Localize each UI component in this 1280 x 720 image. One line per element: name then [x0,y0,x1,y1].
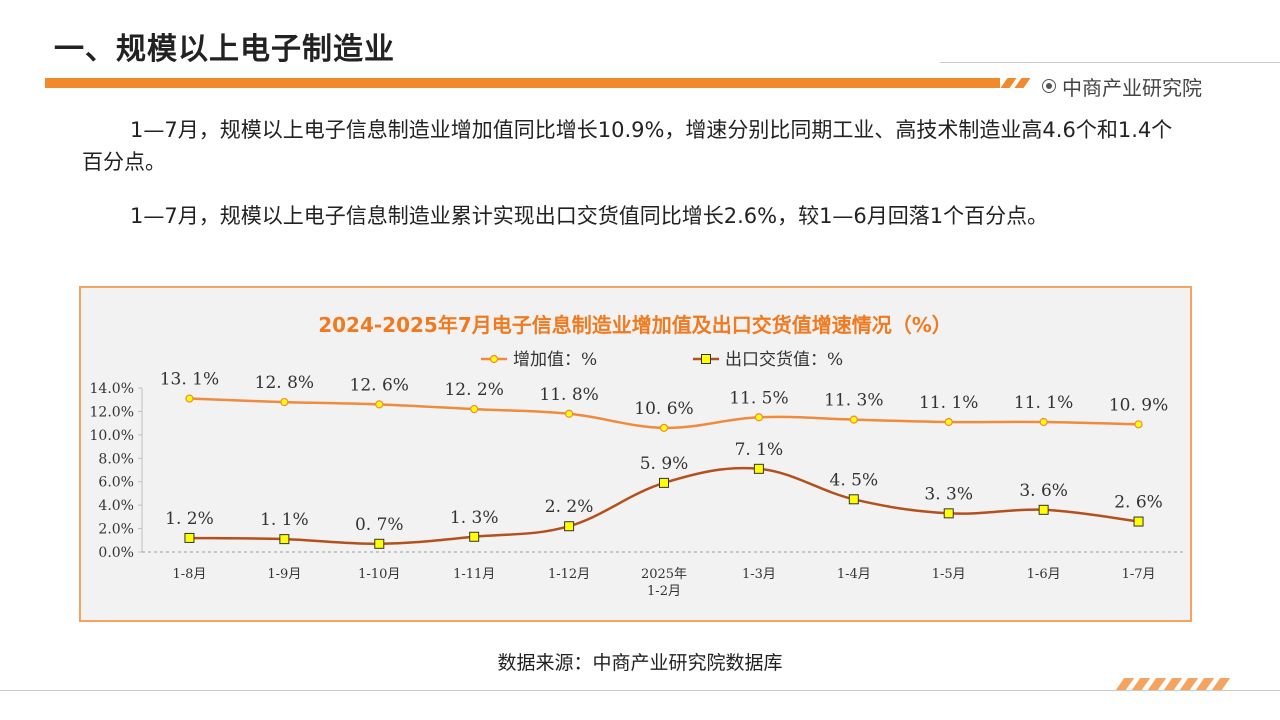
data-point [185,394,194,403]
x-tick-label: 1-8月 [172,567,206,582]
legend-marker [701,354,711,364]
legend-item-2: 出口交货值：% [693,350,843,370]
data-point [1039,417,1048,427]
series-1: 13. 1% 12. 8% 12. 6% 12. 2% 11. 8% 10. 6% 11. … [160,370,1168,432]
data-label: 12. 8% [255,373,314,393]
data-label: 2. 2% [545,497,594,517]
chart-title: 2024-2025年7月电子信息制造业增加值及出口交货值增速情况（%） [318,313,952,337]
y-tick-label: 12.0% [90,404,134,420]
x-tick-label: 1-12月 [548,567,590,582]
data-label: 13. 1% [160,370,219,390]
data-point [659,477,669,488]
y-tick-label: 14.0% [90,381,134,397]
data-label: 10. 9% [1109,395,1168,415]
data-point [564,521,575,532]
data-point [753,463,764,474]
y-tick-label: 0.0% [98,545,134,561]
y-axis: 0.0% 2.0% 4.0% 6.0% 8.0% 10.0% 12.0% 14.0% [90,381,143,561]
line-chart: 2024-2025年7月电子信息制造业增加值及出口交货值增速情况（%） 增加值：… [90,313,1186,599]
x-tick-label: 1-5月 [932,567,966,582]
chart-panel: 2024-2025年7月电子信息制造业增加值及出口交货值增速情况（%） 增加值：… [79,286,1192,622]
x-tick-label: 1-4月 [837,567,871,582]
y-tick-label: 4.0% [98,498,134,514]
data-label: 1. 1% [260,510,309,530]
x-axis: 1-8月 1-9月 1-10月 1-11月 1-12月 2025年 1-2月 1-3月 1-4月… [142,551,1186,599]
paragraph-2: 1—7月，规模以上电子信息制造业累计实现出口交货值同比增长2.6%，较1—6月回… [130,204,1049,228]
data-label: 11. 8% [539,385,598,405]
x-tick-label: 1-7月 [1122,567,1156,582]
data-point [754,413,764,422]
data-point [279,534,290,545]
data-point [1134,420,1143,429]
data-point [659,423,669,432]
brand-name: 中商产业研究院 [1062,76,1202,100]
data-label: 12. 6% [350,375,409,395]
x-tick-label: 2025年 1-2月 [641,567,687,599]
data-label: 11. 1% [1014,393,1073,413]
legend-item-1: 增加值：% [481,350,597,370]
y-tick-label: 6.0% [98,475,134,491]
data-label: 5. 9% [640,454,689,474]
data-label: 1. 3% [450,508,499,528]
header-divider [940,62,1280,63]
data-point [564,409,574,418]
data-label: 1. 2% [165,509,214,529]
data-point [374,538,385,549]
data-label: 3. 6% [1019,481,1068,501]
x-tick-label: 1-3月 [742,567,776,582]
data-point [375,400,384,409]
data-label: 12. 2% [444,380,503,400]
data-point [943,508,954,519]
y-tick-label: 8.0% [98,451,134,467]
data-point [469,531,480,542]
legend-label: 增加值：% [513,350,597,370]
data-label: 0. 7% [355,515,404,535]
data-point [1038,504,1049,515]
page-title: 一、规模以上电子制造业 [54,32,395,67]
data-point [470,404,479,414]
footer-divider [0,690,1280,691]
data-label: 4. 5% [830,470,879,490]
x-tick-label: 1-10月 [358,567,400,582]
data-point [184,532,195,543]
data-point [1133,516,1144,527]
y-tick-label: 10.0% [90,428,134,444]
plot-area: 13. 1% 12. 8% 12. 6% 12. 2% 11. 8% 10. 6% 11. … [160,370,1168,549]
legend-label: 出口交货值：% [725,350,843,370]
paragraph-1: 1—7月，规模以上电子信息制造业增加值同比增长10.9%，增速分别比同期工业、高… [82,118,1173,174]
x-tick-label: 1-6月 [1027,567,1061,582]
data-point [280,397,289,407]
header-accent-bar [45,78,1000,88]
series-2: 1. 2% 1. 1% 0. 7% 1. 3% 2. 2% 5. 9% 7. 1% 4. 5%… [165,440,1163,549]
data-point [944,417,953,427]
data-label: 3. 3% [924,484,973,504]
data-point [849,415,858,424]
data-label: 10. 6% [634,399,693,419]
data-label: 7. 1% [735,440,784,460]
x-tick-label: 1-11月 [453,567,495,582]
target-icon [1042,79,1056,93]
y-tick-label: 2.0% [98,522,134,538]
x-tick-label: 1-9月 [267,567,301,582]
brand: 中商产业研究院 [1042,72,1202,101]
legend-marker [489,354,499,364]
data-point [848,494,859,505]
chart-legend: 增加值：% 出口交货值：% [481,350,843,370]
data-label: 11. 5% [729,388,788,408]
data-source: 数据来源：中商产业研究院数据库 [497,652,783,674]
data-label: 11. 1% [919,393,978,413]
data-label: 2. 6% [1114,493,1163,513]
data-label: 11. 3% [824,391,883,411]
